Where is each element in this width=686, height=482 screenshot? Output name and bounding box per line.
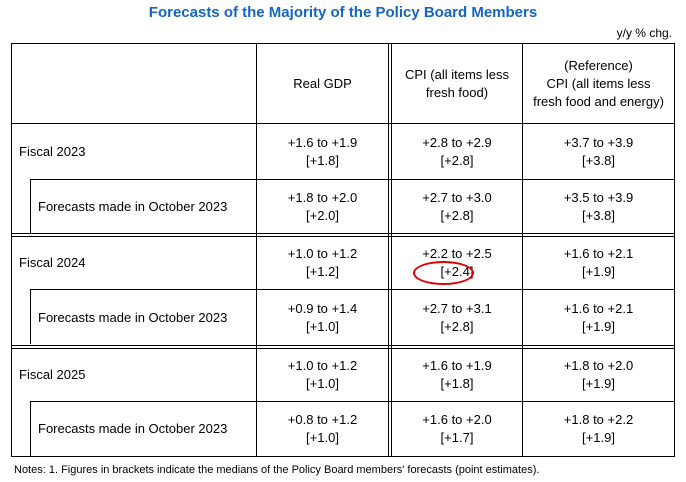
column-divider (256, 44, 257, 456)
row-label-fiscal-2024: Fiscal 2024 (19, 255, 86, 270)
group-divider (12, 233, 674, 237)
cell-cpi: +2.8 to +2.9 [+2.8] (422, 134, 492, 168)
column-divider (522, 44, 523, 456)
header-real-gdp: Real GDP (293, 75, 352, 91)
forecast-table: Real GDP CPI (all items less fresh food)… (11, 43, 675, 457)
row-label-forecasts-october-2023: Forecasts made in October 2023 (38, 309, 228, 325)
row-label-forecasts-october-2023: Forecasts made in October 2023 (38, 198, 228, 214)
row-label-fiscal-2025: Fiscal 2025 (19, 367, 86, 382)
header-reference-cpi: (Reference) CPI (all items less fresh fo… (533, 57, 664, 109)
cell-cpi: +1.6 to +1.9 [+1.8] (422, 358, 492, 391)
highlight-circle (413, 261, 474, 285)
sub-row-indent-divider (30, 290, 31, 344)
row-label-fiscal-2023: Fiscal 2023 (19, 143, 86, 159)
column-divider-double (388, 44, 392, 456)
cell-cpi: +1.6 to +2.0 [+1.7] (422, 412, 492, 445)
cell-gdp: +0.9 to +1.4 [+1.0] (287, 300, 358, 334)
row-divider (30, 401, 674, 402)
cell-gdp: +1.0 to +1.2 [+1.2] (287, 246, 358, 279)
page-title: Forecasts of the Majority of the Policy … (148, 4, 538, 21)
cell-reference-cpi: +1.8 to +2.0 [+1.9] (563, 358, 634, 391)
header-cpi: CPI (all items less fresh food) (404, 66, 510, 100)
cell-gdp: +0.8 to +1.2 [+1.0] (287, 412, 358, 445)
cell-reference-cpi: +3.7 to +3.9 [+3.8] (563, 134, 634, 168)
cell-gdp: +1.6 to +1.9 [+1.8] (287, 134, 358, 168)
sub-row-indent-divider (30, 180, 31, 234)
cell-reference-cpi: +1.8 to +2.2 [+1.9] (563, 412, 634, 445)
cell-gdp: +1.8 to +2.0 [+2.0] (287, 189, 358, 223)
unit-label: y/y % chg. (616, 26, 672, 40)
row-divider (30, 179, 674, 180)
header-divider (12, 123, 674, 124)
cell-cpi: +2.7 to +3.0 [+2.8] (422, 189, 492, 223)
cell-gdp: +1.0 to +1.2 [+1.0] (287, 358, 358, 391)
cell-reference-cpi: +3.5 to +3.9 [+3.8] (563, 189, 634, 223)
cell-cpi: +2.7 to +3.1 [+2.8] (422, 300, 492, 334)
cell-reference-cpi: +1.6 to +2.1 [+1.9] (563, 246, 634, 279)
sub-row-indent-divider (30, 402, 31, 456)
cell-reference-cpi: +1.6 to +2.1 [+1.9] (563, 300, 634, 334)
row-label-forecasts-october-2023: Forecasts made in October 2023 (38, 421, 228, 436)
footnote: Notes: 1. Figures in brackets indicate t… (14, 464, 540, 476)
row-divider (30, 289, 674, 290)
group-divider (12, 345, 674, 349)
